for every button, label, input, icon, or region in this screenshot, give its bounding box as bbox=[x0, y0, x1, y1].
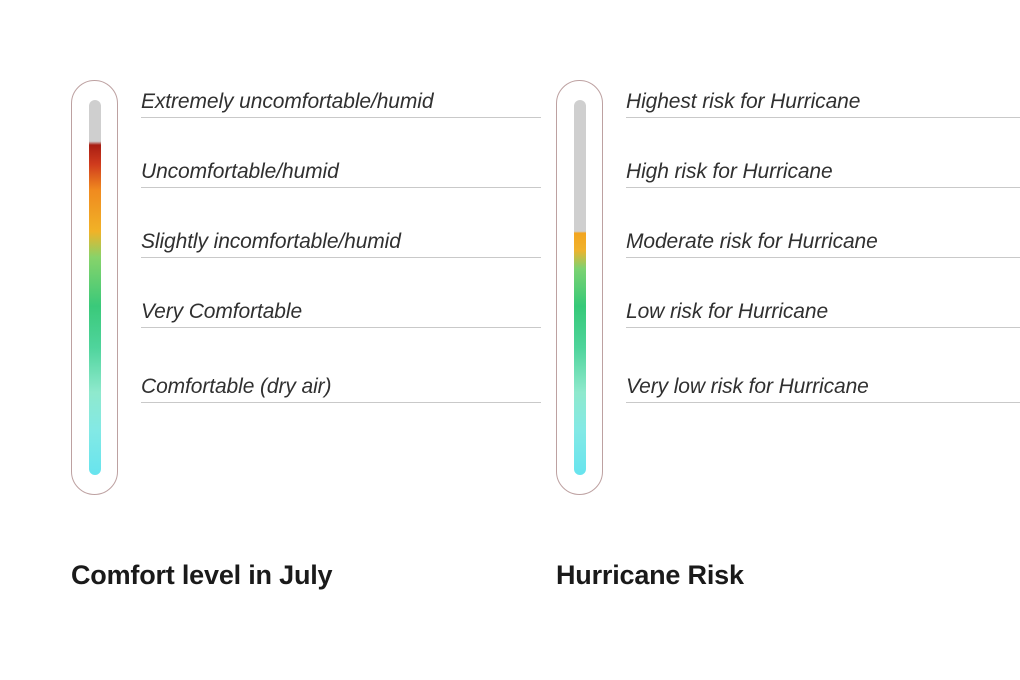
label-rule bbox=[141, 117, 541, 118]
label-rule bbox=[626, 402, 1020, 403]
label-text: Low risk for Hurricane bbox=[626, 300, 1020, 324]
gauge-comfort: Extremely uncomfortable/humid Uncomfortab… bbox=[71, 80, 541, 615]
label-row: Moderate risk for Hurricane bbox=[626, 230, 1020, 254]
label-text: Comfortable (dry air) bbox=[141, 375, 541, 399]
label-rule bbox=[141, 327, 541, 328]
label-text: Moderate risk for Hurricane bbox=[626, 230, 1020, 254]
label-row: Comfortable (dry air) bbox=[141, 375, 541, 399]
gauge-title: Comfort level in July bbox=[71, 560, 332, 591]
label-rule bbox=[141, 187, 541, 188]
label-rule bbox=[141, 402, 541, 403]
label-row: Very Comfortable bbox=[141, 300, 541, 324]
gauge-hurricane: Highest risk for Hurricane High risk for … bbox=[556, 80, 1020, 615]
label-rule bbox=[141, 257, 541, 258]
label-rule bbox=[626, 327, 1020, 328]
label-text: Extremely uncomfortable/humid bbox=[141, 90, 541, 114]
label-text: High risk for Hurricane bbox=[626, 160, 1020, 184]
label-rule bbox=[626, 257, 1020, 258]
label-text: Slightly incomfortable/humid bbox=[141, 230, 541, 254]
gauge-title: Hurricane Risk bbox=[556, 560, 744, 591]
label-text: Highest risk for Hurricane bbox=[626, 90, 1020, 114]
label-row: Slightly incomfortable/humid bbox=[141, 230, 541, 254]
label-row: Uncomfortable/humid bbox=[141, 160, 541, 184]
thermometer-bar bbox=[574, 100, 586, 475]
label-row: High risk for Hurricane bbox=[626, 160, 1020, 184]
label-row: Low risk for Hurricane bbox=[626, 300, 1020, 324]
label-text: Very Comfortable bbox=[141, 300, 541, 324]
label-row: Highest risk for Hurricane bbox=[626, 90, 1020, 114]
label-row: Extremely uncomfortable/humid bbox=[141, 90, 541, 114]
label-row: Very low risk for Hurricane bbox=[626, 375, 1020, 399]
label-text: Very low risk for Hurricane bbox=[626, 375, 1020, 399]
label-text: Uncomfortable/humid bbox=[141, 160, 541, 184]
label-rule bbox=[626, 187, 1020, 188]
label-rule bbox=[626, 117, 1020, 118]
thermometer-bar bbox=[89, 100, 101, 475]
